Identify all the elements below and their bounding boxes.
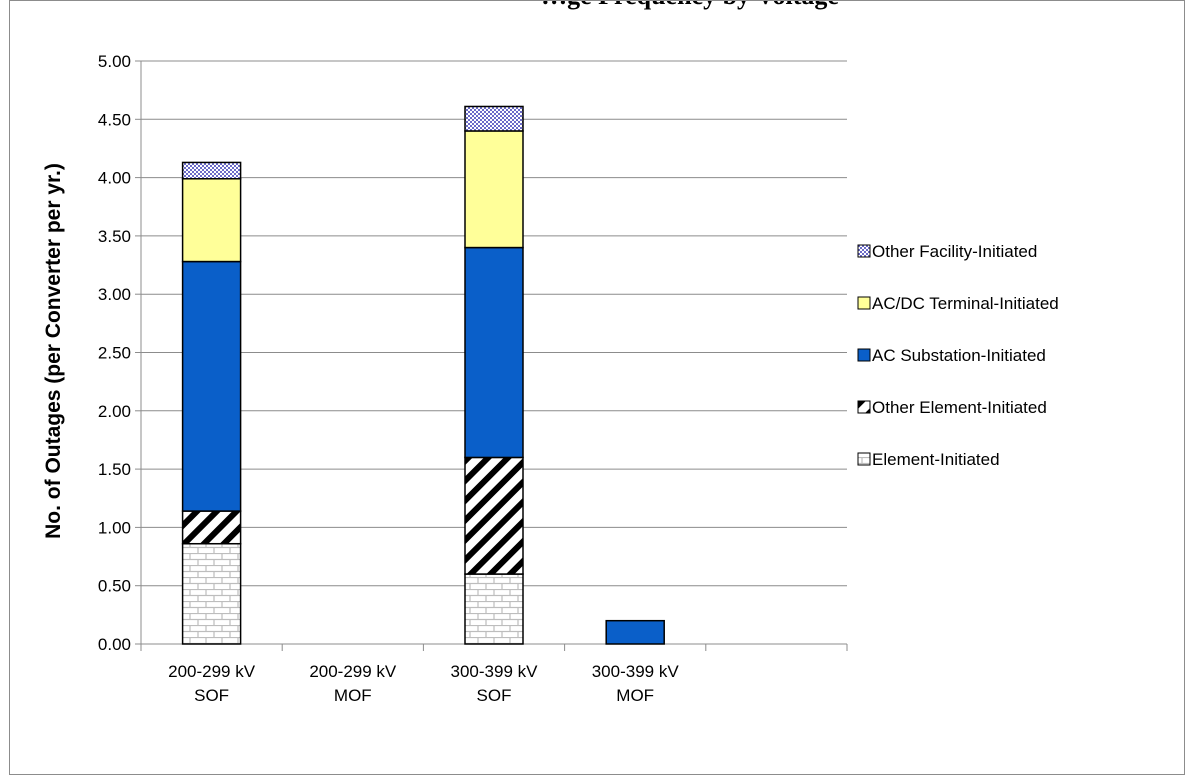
bar-segment-element-initiated <box>181 542 242 645</box>
bar-segment-ac-substation-initiated <box>605 619 665 645</box>
x-tick-label: SOF <box>477 686 512 705</box>
bar-segment-other-element-initiated <box>181 510 242 545</box>
x-tick-label: MOF <box>616 686 654 705</box>
x-tick-label: SOF <box>194 686 229 705</box>
bar-segment-element-initiated <box>464 573 524 645</box>
legend-swatch <box>857 348 871 362</box>
gridlines <box>141 60 847 587</box>
legend-swatch <box>857 244 871 258</box>
bar-segment-other-facility-initiated <box>181 161 242 180</box>
x-tick-label: MOF <box>334 686 372 705</box>
y-tick-label: 3.00 <box>98 285 131 304</box>
y-tick-label: 4.00 <box>98 169 131 188</box>
legend-label: AC Substation-Initiated <box>872 346 1046 365</box>
legend-label: AC/DC Terminal-Initiated <box>872 294 1059 313</box>
y-tick-label: 2.00 <box>98 402 131 421</box>
y-tick-label: 0.00 <box>98 635 131 654</box>
chart-frame: …ge Frequency by Voltage 0.00 0.50 1.00 1.5… <box>9 0 1185 775</box>
y-axis-label: No. of Outages (per Converter per yr.) <box>42 163 65 539</box>
legend-swatch <box>857 400 871 414</box>
x-tick-label: 200-299 kV <box>168 662 256 681</box>
bar-segment-other-element-initiated <box>464 456 524 575</box>
y-tick-label: 1.00 <box>98 518 131 537</box>
legend-label: Other Element-Initiated <box>872 398 1047 417</box>
legend-label: Element-Initiated <box>872 450 1000 469</box>
chart-title: …ge Frequency by Voltage <box>340 1 1040 11</box>
y-tick-label: 0.50 <box>98 577 131 596</box>
bar-segment-ac-substation-initiated <box>181 260 242 512</box>
x-tick-label: 300-399 kV <box>451 662 539 681</box>
y-tick-label: 4.50 <box>98 110 131 129</box>
x-tick-label: 300-399 kV <box>592 662 680 681</box>
y-tick-label: 1.50 <box>98 460 131 479</box>
bar-segment-ac-dc-terminal-initiated <box>464 130 524 249</box>
legend-swatch <box>857 452 871 466</box>
legend-label: Other Facility-Initiated <box>872 242 1037 261</box>
x-tick-label: 200-299 kV <box>309 662 397 681</box>
legend: Other Facility-Initiated AC/DC Terminal-I… <box>857 242 1059 469</box>
bar-segment-ac-substation-initiated <box>464 246 524 459</box>
legend-swatch <box>857 296 871 310</box>
y-tick-label: 2.50 <box>98 344 131 363</box>
bar-segment-ac-dc-terminal-initiated <box>181 178 242 263</box>
bar-segment-other-facility-initiated <box>464 105 524 132</box>
y-tick-label: 3.50 <box>98 227 131 246</box>
bars <box>181 105 665 645</box>
stacked-bar-chart: 0.00 0.50 1.00 1.50 2.00 2.50 3.00 3.50 4.00 4.50… <box>42 52 1059 705</box>
y-tick-label: 5.00 <box>98 52 131 71</box>
axes: 0.00 0.50 1.00 1.50 2.00 2.50 3.00 3.50 4.00 4.50… <box>98 52 848 705</box>
